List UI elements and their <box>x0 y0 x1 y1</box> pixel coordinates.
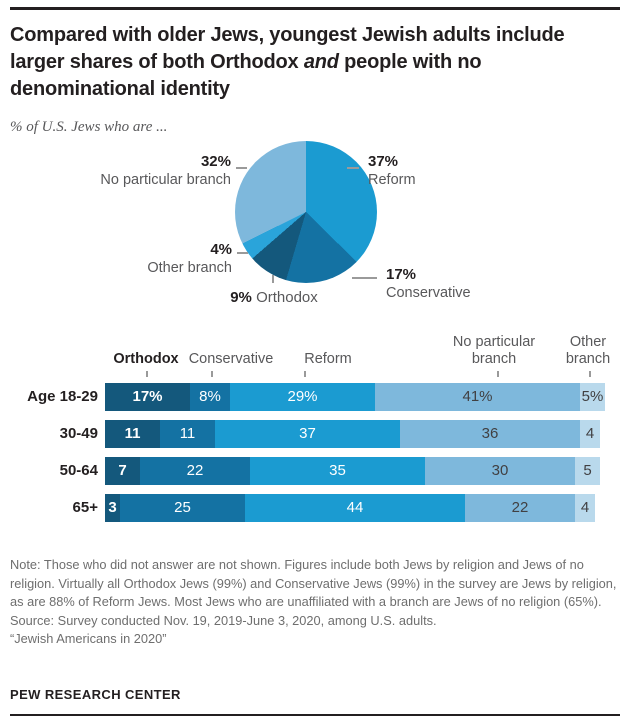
pie-value-no-particular-branch: 32% <box>200 153 231 170</box>
pie-label-no-particular-branch: 32% No particular branch <box>61 152 231 190</box>
bottom-rule <box>10 714 620 716</box>
bar-row-age-18-29: Age 18-29 17% 8% 29% 41% 5% <box>0 383 630 411</box>
bar-segment-reform: 29% <box>230 383 375 411</box>
bar-segment-other-branch: 5% <box>580 383 605 411</box>
attribution-text: “Jewish Americans in 2020” <box>10 631 167 646</box>
brand-footer: PEW RESEARCH CENTER <box>10 687 181 702</box>
leader-line-other-branch <box>237 252 248 254</box>
column-tick <box>304 371 306 377</box>
bar-segment-conservative: 25 <box>120 494 245 522</box>
bar-column-headers: Orthodox Conservative Reform No particular … <box>0 330 630 368</box>
bar-row-label: Age 18-29 <box>27 388 98 405</box>
pie-value-conservative: 17% <box>386 266 417 283</box>
pie-label-conservative: 17% Conservative <box>386 265 516 303</box>
bar-row-50-64: 50-64 7 22 35 30 5 <box>0 457 630 485</box>
bar-segment-reform: 35 <box>250 457 425 485</box>
leader-line-conservative <box>352 277 377 279</box>
source-text: Source: Survey conducted Nov. 19, 2019-J… <box>10 612 437 628</box>
bar-track: 3 25 44 22 4 <box>105 494 595 522</box>
column-header-other-branch: Other branch <box>565 334 611 367</box>
bar-track: 7 22 35 30 5 <box>105 457 600 485</box>
chart-title: Compared with older Jews, youngest Jewis… <box>10 22 588 103</box>
column-tick <box>146 371 148 377</box>
bar-row-label: 30-49 <box>59 425 98 442</box>
column-tick <box>497 371 499 377</box>
bar-segment-conservative: 11 <box>160 420 215 448</box>
pie-name-no-particular-branch: No particular branch <box>100 172 231 188</box>
bar-segment-orthodox: 7 <box>105 457 140 485</box>
bar-segment-conservative: 8% <box>190 383 230 411</box>
bar-row-30-49: 30-49 11 11 37 36 4 <box>0 420 630 448</box>
column-header-orthodox: Orthodox <box>113 351 179 367</box>
pie-name-reform: Reform <box>368 172 416 188</box>
pie-label-other-branch: 4% Other branch <box>62 240 232 278</box>
pie-name-conservative: Conservative <box>386 285 471 301</box>
note-text: Note: Those who did not answer are not s… <box>10 557 617 609</box>
column-tick <box>211 371 213 377</box>
bar-segment-no-particular-branch: 30 <box>425 457 575 485</box>
pie-label-orthodox: 9% Orthodox <box>209 288 339 307</box>
bar-segment-orthodox: 3 <box>105 494 120 522</box>
top-rule <box>10 7 620 10</box>
column-header-conservative: Conservative <box>188 351 274 367</box>
bar-segment-other-branch: 4 <box>580 420 600 448</box>
title-text-end: people with no denominational identity <box>10 51 482 100</box>
pie-value-reform: 37% <box>368 153 399 170</box>
column-header-no-particular-branch: No particular branch <box>452 334 536 367</box>
bar-row-65+: 65+ 3 25 44 22 4 <box>0 494 630 522</box>
bar-track: 11 11 37 36 4 <box>105 420 600 448</box>
title-italic-word: and <box>303 51 339 73</box>
bar-row-label: 65+ <box>72 499 98 516</box>
chart-subtitle: % of U.S. Jews who are ... <box>10 119 168 135</box>
bar-segment-other-branch: 5 <box>575 457 600 485</box>
pie-label-reform: 37% Reform <box>368 152 488 190</box>
bar-segment-no-particular-branch: 22 <box>465 494 575 522</box>
pie-value-orthodox: 9% <box>230 289 252 306</box>
leader-line-reform <box>347 167 359 169</box>
footnotes: Note: Those who did not answer are not s… <box>10 556 624 649</box>
bar-segment-other-branch: 4 <box>575 494 595 522</box>
bar-row-label: 50-64 <box>59 462 98 479</box>
bar-segment-orthodox: 17% <box>105 383 190 411</box>
pie-value-other-branch: 4% <box>210 241 232 258</box>
bar-segment-reform: 44 <box>245 494 465 522</box>
pie-name-other-branch: Other branch <box>147 260 232 276</box>
bar-segment-orthodox: 11 <box>105 420 160 448</box>
bar-segment-no-particular-branch: 36 <box>400 420 580 448</box>
bar-segment-conservative: 22 <box>140 457 250 485</box>
column-tick <box>589 371 591 377</box>
bar-segment-no-particular-branch: 41% <box>375 383 580 411</box>
leader-tick-orthodox <box>272 275 274 283</box>
leader-line-no-particular <box>236 167 247 169</box>
bar-segment-reform: 37 <box>215 420 400 448</box>
title-text: Compared with older Jews, youngest Jewis… <box>10 24 565 73</box>
column-header-reform: Reform <box>304 351 352 367</box>
pie-name-orthodox: Orthodox <box>256 289 318 306</box>
bar-track: 17% 8% 29% 41% 5% <box>105 383 605 411</box>
pie-chart <box>235 141 377 283</box>
